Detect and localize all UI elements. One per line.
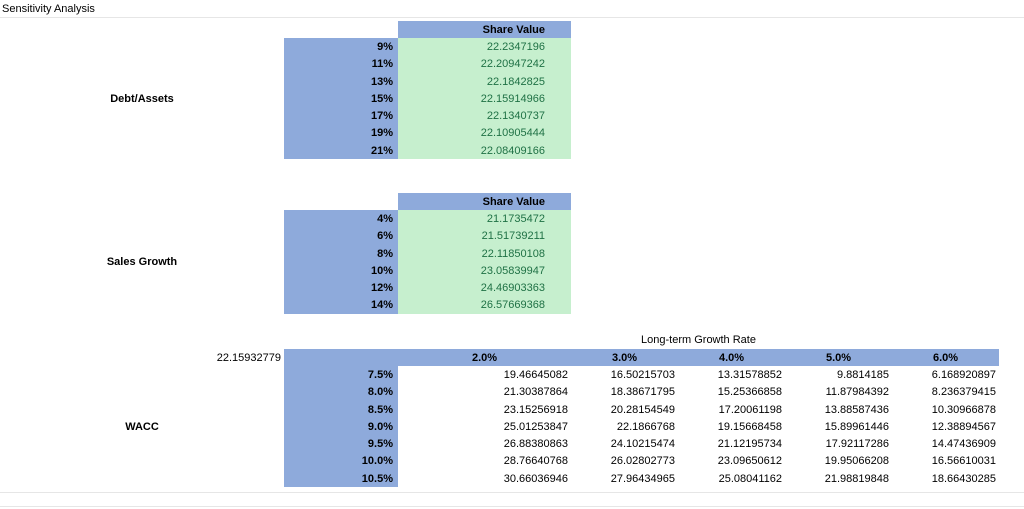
- debt-assets-value-cell[interactable]: 22.08409166: [398, 142, 571, 160]
- share-value-header: Share Value: [398, 21, 571, 39]
- sales-growth-pct-cell[interactable]: 10%: [284, 262, 398, 280]
- spacer-cell: [284, 349, 398, 367]
- wacc-value-cell[interactable]: 10.30966878: [931, 403, 996, 416]
- wacc-value-cell[interactable]: 14.47436909: [931, 438, 996, 451]
- wacc-pct-cell[interactable]: 8.0%: [284, 383, 398, 401]
- sales-growth-value-cell[interactable]: 26.57669368: [398, 296, 571, 315]
- wacc-value-cell[interactable]: 23.15256918: [503, 403, 568, 416]
- wacc-value-cell[interactable]: 22.1866768: [616, 420, 675, 433]
- sales-growth-value-cell[interactable]: 23.05839947: [398, 262, 571, 280]
- wacc-value-cell[interactable]: 15.25366858: [717, 386, 782, 399]
- wacc-pct-cell[interactable]: 10.5%: [284, 470, 398, 488]
- sales-growth-value-cell[interactable]: 22.11850108: [398, 244, 571, 263]
- growth-rate-header: 6.0%: [892, 349, 999, 367]
- wacc-value-cell[interactable]: 26.02802773: [610, 455, 675, 468]
- growth-rate-header: 4.0%: [678, 349, 785, 367]
- wacc-value-cell[interactable]: 17.20061198: [718, 403, 782, 416]
- wacc-value-cell[interactable]: 21.30387864: [503, 386, 568, 399]
- debt-assets-pct-cell[interactable]: 17%: [284, 107, 398, 125]
- wacc-value-cell[interactable]: 17.92117286: [825, 438, 889, 451]
- growth-rate-header: 3.0%: [571, 349, 678, 367]
- wacc-pct-cell[interactable]: 8.5%: [284, 400, 398, 419]
- debt-assets-pct-cell[interactable]: 9%: [284, 38, 398, 56]
- wacc-table: 2.0% 3.0% 4.0% 5.0% 6.0% 7.5% 19.4664508…: [284, 349, 999, 488]
- debt-assets-table: Share Value 9% 22.2347196 11% 22.2094724…: [284, 21, 571, 160]
- growth-rate-header: 2.0%: [398, 349, 571, 367]
- wacc-value-cell[interactable]: 19.95066208: [824, 455, 889, 468]
- debt-assets-label: Debt/Assets: [110, 92, 174, 105]
- wacc-value-cell[interactable]: 25.01253847: [503, 420, 568, 433]
- growth-rate-header: 5.0%: [785, 349, 892, 367]
- wacc-pct-cell[interactable]: 9.5%: [284, 435, 398, 453]
- spacer-cell: [284, 193, 398, 210]
- wacc-value-cell[interactable]: 15.89961446: [824, 420, 889, 433]
- wacc-value-cell[interactable]: 13.88587436: [824, 403, 889, 416]
- wacc-value-cell[interactable]: 25.08041162: [718, 472, 782, 485]
- sales-growth-pct-cell[interactable]: 12%: [284, 279, 398, 297]
- debt-assets-pct-cell[interactable]: 19%: [284, 124, 398, 143]
- sheet-title: Sensitivity Analysis: [2, 3, 95, 15]
- debt-assets-pct-cell[interactable]: 13%: [284, 72, 398, 91]
- sales-growth-pct-cell[interactable]: 14%: [284, 296, 398, 315]
- wacc-value-cell[interactable]: 21.12195734: [717, 438, 782, 451]
- wacc-value-cell[interactable]: 24.10215474: [610, 438, 675, 451]
- sales-growth-label: Sales Growth: [106, 256, 178, 268]
- debt-assets-value-cell[interactable]: 22.1842825: [398, 72, 571, 91]
- gridline: [0, 506, 1024, 507]
- debt-assets-pct-cell[interactable]: 15%: [284, 90, 398, 108]
- title-row-border: [0, 17, 1024, 18]
- wacc-value-cell[interactable]: 18.38671795: [610, 386, 675, 399]
- debt-assets-pct-cell[interactable]: 21%: [284, 142, 398, 160]
- debt-assets-value-cell[interactable]: 22.20947242: [398, 55, 571, 73]
- wacc-pct-cell[interactable]: 10.0%: [284, 452, 398, 471]
- sales-growth-pct-cell[interactable]: 4%: [284, 210, 398, 228]
- wacc-value-cell[interactable]: 6.168920897: [931, 368, 996, 381]
- long-term-growth-rate-title: Long-term Growth Rate: [641, 333, 756, 346]
- wacc-value-cell[interactable]: 8.236379415: [931, 386, 996, 399]
- sales-growth-table: Share Value 4% 21.1735472 6% 21.51739211…: [284, 193, 571, 315]
- wacc-value-cell[interactable]: 21.98819848: [824, 472, 889, 485]
- debt-assets-value-cell[interactable]: 22.15914966: [398, 90, 571, 108]
- wacc-pct-cell[interactable]: 7.5%: [284, 366, 398, 384]
- debt-assets-value-cell[interactable]: 22.10905444: [398, 124, 571, 143]
- sales-growth-value-cell[interactable]: 24.46903363: [398, 279, 571, 297]
- debt-assets-value-cell[interactable]: 22.1340737: [398, 107, 571, 125]
- wacc-value-cell[interactable]: 20.28154549: [610, 403, 675, 416]
- share-value-header: Share Value: [398, 193, 571, 211]
- wacc-value-cell[interactable]: 19.46645082: [503, 368, 568, 381]
- wacc-value-cell[interactable]: 9.8814185: [837, 368, 889, 381]
- debt-assets-value-cell[interactable]: 22.2347196: [398, 38, 571, 56]
- wacc-value-cell[interactable]: 19.15668458: [717, 420, 782, 433]
- wacc-value-cell[interactable]: 23.09650612: [717, 455, 782, 468]
- wacc-value-cell[interactable]: 30.66036946: [503, 472, 568, 485]
- spacer-cell: [284, 21, 398, 38]
- wacc-value-cell[interactable]: 13.31578852: [717, 368, 782, 381]
- wacc-value-cell[interactable]: 16.56610031: [931, 455, 996, 468]
- sales-growth-value-cell[interactable]: 21.51739211: [398, 227, 571, 245]
- wacc-value-cell[interactable]: 26.88380863: [503, 438, 568, 451]
- wacc-value-cell[interactable]: 18.66430285: [931, 472, 996, 485]
- wacc-value-cell[interactable]: 11.87984392: [825, 386, 889, 399]
- wacc-corner-value-cell[interactable]: 22.15932779: [216, 351, 281, 364]
- wacc-label: WACC: [125, 421, 159, 433]
- gridline: [0, 492, 1024, 493]
- sales-growth-pct-cell[interactable]: 6%: [284, 227, 398, 245]
- sales-growth-pct-cell[interactable]: 8%: [284, 244, 398, 263]
- sales-growth-value-cell[interactable]: 21.1735472: [398, 210, 571, 228]
- debt-assets-pct-cell[interactable]: 11%: [284, 55, 398, 73]
- wacc-pct-cell[interactable]: 9.0%: [284, 418, 398, 436]
- wacc-value-cell[interactable]: 28.76640768: [503, 455, 568, 468]
- wacc-value-cell[interactable]: 27.96434965: [610, 472, 675, 485]
- wacc-value-cell[interactable]: 12.38894567: [931, 420, 996, 433]
- wacc-value-cell[interactable]: 16.50215703: [610, 368, 675, 381]
